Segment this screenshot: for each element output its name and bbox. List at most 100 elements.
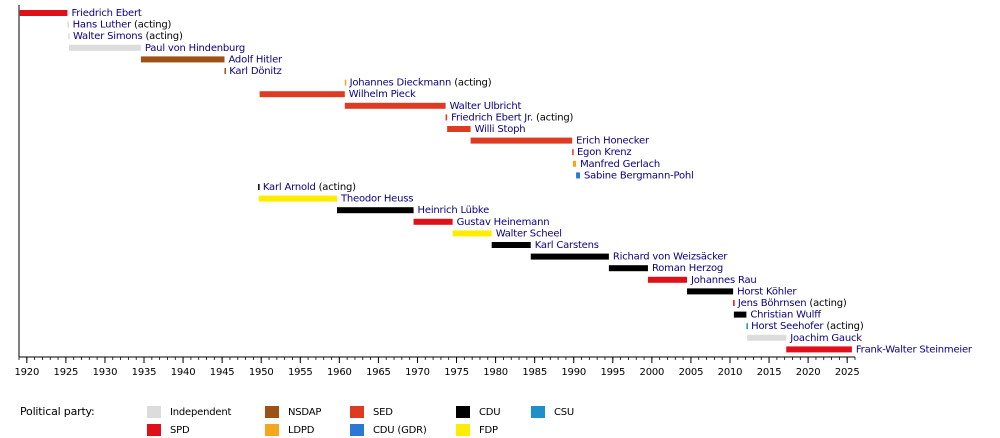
x-tick-label: 2020 (796, 367, 821, 378)
x-tick-label: 2010 (718, 367, 743, 378)
legend-label: FDP (479, 425, 498, 436)
president-name: Johannes Rau (690, 275, 757, 286)
president-label: Richard von Weizsäcker (613, 252, 728, 263)
tenure-bar (140, 56, 225, 63)
legend-swatch (265, 406, 279, 418)
x-tick-label: 1925 (54, 367, 79, 378)
president-label: Walter Scheel (496, 228, 562, 239)
tenure-bar (336, 207, 414, 214)
president-label: Horst Köhler (737, 286, 797, 297)
president-label: Horst Seehofer (acting) (751, 321, 864, 332)
president-label: Egon Krenz (577, 147, 632, 158)
tenure-bar (344, 102, 446, 109)
president-name: Gustav Heinemann (457, 217, 550, 228)
tenure-bar (452, 230, 492, 237)
acting-note: (acting) (145, 31, 183, 42)
president-label: Christian Wulff (750, 310, 821, 321)
legend-label: SPD (170, 425, 190, 436)
x-tick-label: 1945 (210, 367, 235, 378)
legend-swatch (456, 406, 470, 418)
legend-title: Political party: (20, 405, 95, 418)
president-label: Walter Ulbricht (450, 101, 522, 112)
president-name: Karl Dönitz (229, 66, 281, 77)
x-tick-label: 1990 (561, 367, 586, 378)
x-tick-label: 1920 (14, 367, 39, 378)
president-label: Friedrich Ebert Jr. (acting) (451, 112, 573, 123)
president-label: Karl Dönitz (229, 66, 281, 77)
legend-label: CDU (GDR) (373, 425, 427, 436)
x-tick-label: 1935 (132, 367, 157, 378)
x-tick-label: 1970 (405, 367, 430, 378)
acting-note: (acting) (454, 78, 492, 89)
legend-label: Independent (170, 407, 231, 418)
president-name: Jens Böhrnsen (737, 298, 807, 309)
legend-swatch (147, 406, 161, 418)
tenure-bar (344, 79, 347, 86)
legend-label: SED (373, 407, 393, 418)
president-label: Theodor Heuss (340, 194, 413, 205)
x-tick-label: 1950 (249, 367, 274, 378)
tenure-bar (647, 276, 688, 283)
president-name: Richard von Weizsäcker (613, 252, 728, 263)
tenure-bar (576, 172, 580, 179)
x-tick-label: 2005 (679, 367, 704, 378)
legend-label: CSU (554, 407, 574, 418)
tenure-bar (530, 253, 609, 260)
president-name: Wilhelm Pieck (349, 89, 416, 100)
president-name: Johannes Dieckmann (349, 78, 452, 89)
tenure-bar (258, 184, 260, 190)
president-label: Johannes Rau (690, 275, 757, 286)
tenure-bar (413, 218, 453, 225)
acting-note: (acting) (319, 182, 357, 193)
x-tick-label: 2025 (835, 367, 860, 378)
president-label: Walter Simons (acting) (73, 31, 183, 42)
president-name: Willi Stoph (475, 124, 526, 135)
president-name: Christian Wulff (750, 310, 821, 321)
acting-note: (acting) (536, 112, 574, 123)
president-label: Willi Stoph (475, 124, 526, 135)
legend-label: NSDAP (288, 407, 321, 418)
tenure-bar (68, 33, 70, 40)
x-tick-label: 2000 (640, 367, 665, 378)
x-tick-label: 1940 (171, 367, 196, 378)
acting-note: (acting) (809, 298, 847, 309)
tenure-bar (445, 114, 448, 121)
tenure-bar (19, 10, 68, 16)
legend-swatch (265, 424, 279, 436)
legend-swatch (531, 406, 545, 418)
president-label: Hans Luther (acting) (73, 20, 172, 31)
president-label: Manfred Gerlach (580, 159, 660, 170)
president-label: Erich Honecker (576, 136, 650, 147)
x-tick-label: 1955 (288, 367, 313, 378)
president-name: Erich Honecker (576, 136, 650, 147)
x-tick-label: 1995 (600, 367, 625, 378)
president-label: Johannes Dieckmann (acting) (349, 78, 492, 89)
president-label: Joachim Gauck (789, 333, 862, 344)
president-name: Horst Seehofer (751, 321, 824, 332)
tenure-bar (470, 137, 573, 144)
legend-swatch (147, 424, 161, 436)
legend-swatch (350, 406, 364, 418)
x-tick-label: 1980 (483, 367, 508, 378)
tenure-bar (747, 334, 787, 341)
tenure-bar (733, 300, 735, 306)
president-name: Adolf Hitler (228, 54, 283, 65)
president-label: Sabine Bergmann-Pohl (584, 170, 694, 181)
president-name: Walter Scheel (496, 228, 562, 239)
president-label: Wilhelm Pieck (349, 89, 416, 100)
tenure-bar (69, 44, 141, 51)
president-name: Karl Arnold (263, 182, 316, 193)
tenure-bar (572, 149, 574, 156)
president-label: Jens Böhrnsen (acting) (737, 298, 847, 309)
president-name: Joachim Gauck (789, 333, 862, 344)
president-name: Paul von Hindenburg (145, 43, 245, 54)
acting-note: (acting) (134, 20, 172, 31)
president-name: Karl Carstens (535, 240, 599, 251)
acting-note: (acting) (826, 321, 864, 332)
president-name: Theodor Heuss (340, 194, 413, 205)
tenure-bar (224, 68, 226, 74)
tenure-bar (67, 21, 69, 28)
x-tick-label: 1960 (327, 367, 352, 378)
president-label: Heinrich Lübke (418, 205, 490, 216)
legend-label: LDPD (288, 425, 315, 436)
